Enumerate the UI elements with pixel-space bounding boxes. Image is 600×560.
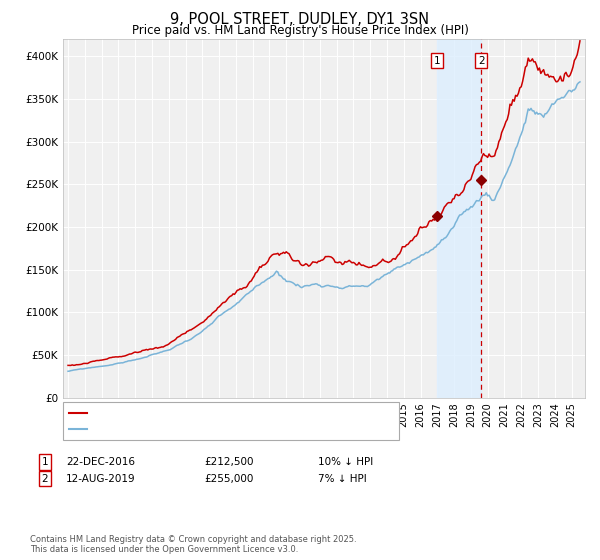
- Text: 1: 1: [41, 457, 49, 467]
- Text: 2: 2: [41, 474, 49, 484]
- Text: Contains HM Land Registry data © Crown copyright and database right 2025.
This d: Contains HM Land Registry data © Crown c…: [30, 535, 356, 554]
- Text: 9, POOL STREET, DUDLEY, DY1 3SN: 9, POOL STREET, DUDLEY, DY1 3SN: [170, 12, 430, 27]
- Text: 7% ↓ HPI: 7% ↓ HPI: [318, 474, 367, 484]
- Text: £255,000: £255,000: [204, 474, 253, 484]
- Bar: [437, 39, 481, 398]
- Text: 10% ↓ HPI: 10% ↓ HPI: [318, 457, 373, 467]
- Text: Price paid vs. HM Land Registry's House Price Index (HPI): Price paid vs. HM Land Registry's House …: [131, 24, 469, 36]
- Text: 22-DEC-2016: 22-DEC-2016: [66, 457, 135, 467]
- Text: HPI: Average price, detached house, Dudley: HPI: Average price, detached house, Dudl…: [90, 424, 320, 434]
- Text: 12-AUG-2019: 12-AUG-2019: [66, 474, 136, 484]
- Text: £212,500: £212,500: [204, 457, 254, 467]
- Text: 1: 1: [433, 55, 440, 66]
- Text: 2: 2: [478, 55, 485, 66]
- Text: 9, POOL STREET, DUDLEY, DY1 3SN (detached house): 9, POOL STREET, DUDLEY, DY1 3SN (detache…: [90, 408, 369, 418]
